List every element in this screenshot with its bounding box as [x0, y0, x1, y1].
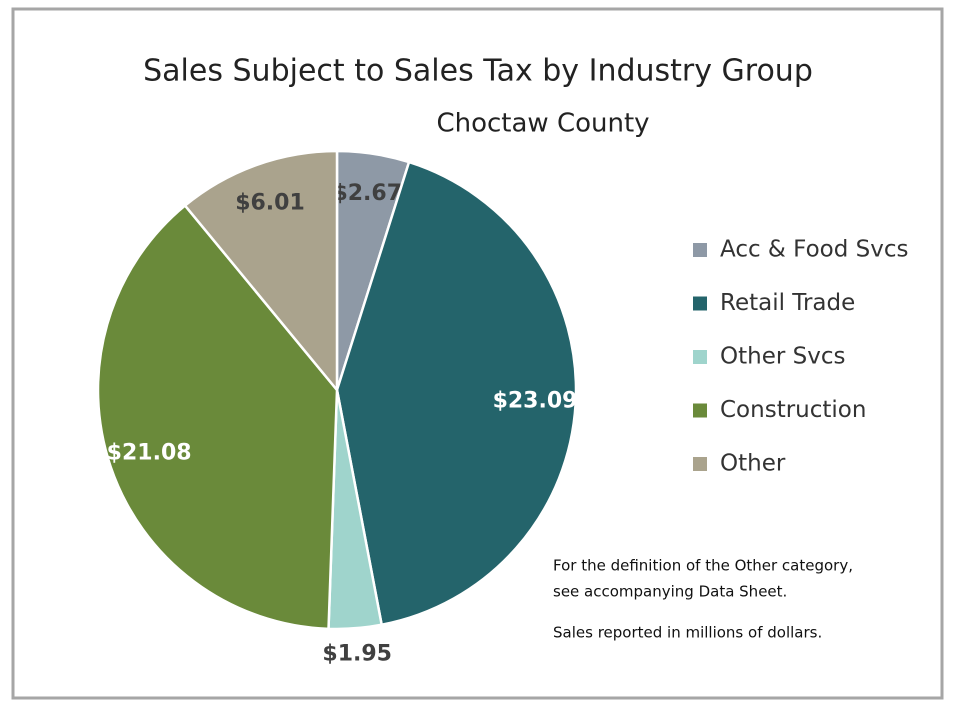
- data-label: $21.08: [107, 441, 192, 466]
- annotation: For the definition of the Other category…: [553, 557, 853, 575]
- chart-title: Sales Subject to Sales Tax by Industry G…: [143, 54, 813, 89]
- pie-slice: [335, 160, 578, 627]
- pie-slice: [183, 149, 339, 394]
- legend-label: Other: [720, 451, 786, 477]
- pie-slice: [96, 203, 339, 631]
- data-label: $6.01: [235, 190, 305, 215]
- chart-subtitle: Choctaw County: [436, 109, 649, 139]
- data-label: $23.09: [493, 389, 578, 414]
- legend-label: Construction: [720, 397, 866, 423]
- annotation: see accompanying Data Sheet.: [553, 583, 787, 601]
- legend-swatch: [693, 403, 707, 418]
- legend-label: Other Svcs: [720, 344, 845, 370]
- data-label: $2.67: [332, 181, 402, 206]
- legend-swatch: [693, 350, 707, 364]
- legend-label: Acc & Food Svcs: [720, 237, 908, 263]
- legend-swatch: [693, 457, 707, 471]
- annotation: Sales reported in millions of dollars.: [553, 624, 822, 642]
- data-label: $1.95: [322, 642, 392, 667]
- legend-label: Retail Trade: [720, 290, 855, 316]
- legend-swatch: [693, 296, 707, 311]
- legend-swatch: [693, 243, 707, 257]
